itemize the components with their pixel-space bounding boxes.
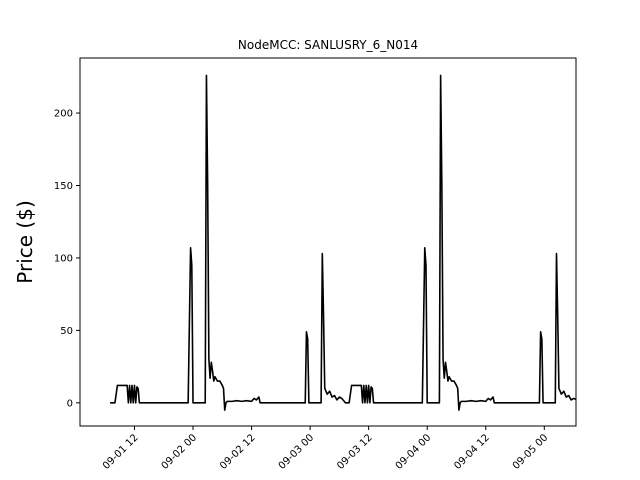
y-tick-label: 100: [54, 253, 73, 264]
y-axis-label: Price ($): [13, 200, 37, 283]
y-tick-label: 150: [54, 181, 73, 192]
y-tick-label: 0: [67, 398, 73, 409]
x-tick-label: 09-04 00: [394, 432, 434, 472]
x-axis-ticks: 09-01 12 09-02 00 09-02 12 09-03 00 09-03 12…: [101, 426, 550, 472]
x-tick-label: 09-01 12: [101, 432, 141, 472]
x-tick-label: 09-05 00: [511, 432, 551, 472]
x-tick-label: 09-02 12: [218, 432, 258, 472]
price-series-line: [110, 74, 577, 411]
x-tick-label: 09-03 12: [335, 432, 375, 472]
y-tick-label: 200: [54, 109, 73, 120]
x-tick-label: 09-03 00: [277, 432, 317, 472]
plot-frame: [79, 57, 577, 427]
plot-area: [110, 74, 577, 411]
x-tick-label: 09-02 00: [160, 432, 200, 472]
chart-title: NodeMCC: SANLUSRY_6_N014: [238, 38, 418, 52]
x-tick-label: 09-04 12: [452, 432, 492, 472]
y-tick-label: 50: [60, 326, 73, 337]
y-axis-ticks: 0 50 100 150 200: [54, 109, 80, 409]
